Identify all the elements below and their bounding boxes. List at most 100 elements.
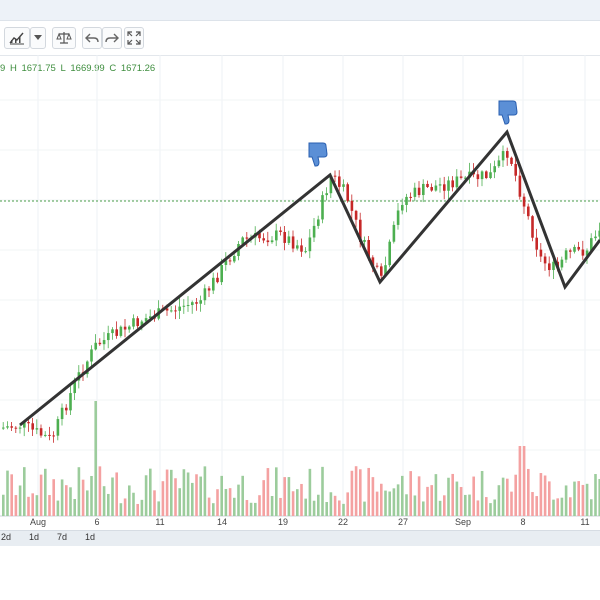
x-tick-label: 11 (580, 517, 589, 527)
volume-bar (36, 495, 39, 516)
volume-bar (262, 480, 265, 516)
volume-bar (304, 499, 307, 516)
volume-bar (485, 497, 488, 516)
volume-bar (82, 480, 85, 516)
candlestick (401, 205, 404, 211)
volume-bar (414, 495, 417, 516)
volume-bar (565, 485, 568, 516)
volume-bar (162, 481, 165, 516)
volume-bar (460, 487, 463, 516)
candlestick (271, 240, 274, 242)
volume-bar (40, 475, 43, 516)
candlestick (430, 187, 433, 191)
volume-bar (183, 469, 186, 516)
volume-bar (141, 500, 144, 516)
candlestick (246, 237, 249, 238)
candlestick (107, 333, 110, 340)
volume-bar (237, 485, 240, 516)
redo-icon[interactable] (102, 27, 122, 49)
candlestick (523, 197, 526, 207)
volume-bar (90, 476, 93, 516)
volume-bar (250, 503, 253, 516)
volume-bar (384, 491, 387, 516)
candlestick (405, 197, 408, 205)
volume-bar (422, 501, 425, 516)
candlestick (229, 260, 232, 261)
candlestick (136, 318, 139, 326)
volume-bar (510, 492, 513, 516)
timeframe-1d-alt[interactable]: 1d (85, 532, 95, 542)
volume-bar (489, 503, 492, 516)
volume-bar (258, 495, 261, 516)
volume-bar (115, 472, 118, 516)
candlestick (65, 408, 68, 411)
candlestick (502, 151, 505, 160)
timeframe-2d[interactable]: 2d (1, 532, 11, 542)
chart-type-icon[interactable] (4, 27, 30, 49)
candlestick (187, 305, 190, 306)
undo-icon[interactable] (82, 27, 102, 49)
volume-bar (594, 474, 597, 516)
candlestick (111, 329, 114, 333)
volume-bar (208, 498, 211, 516)
volume-bar (502, 478, 505, 516)
candlestick (170, 310, 173, 311)
volume-bar (120, 503, 123, 516)
price-chart[interactable]: Aug 6 11 14 19 22 27 Sep 8 11 (0, 55, 600, 530)
candlestick (363, 240, 366, 242)
candlestick (439, 184, 442, 185)
volume-bars (2, 401, 600, 516)
volume-bar (296, 489, 299, 516)
x-tick-label: 8 (520, 517, 525, 527)
volume-bar (52, 479, 55, 516)
top-bar (0, 0, 600, 21)
candlestick (351, 201, 354, 211)
candlestick (456, 176, 459, 187)
volume-bar (166, 470, 169, 516)
candlestick (178, 307, 181, 311)
candlestick (321, 195, 324, 219)
volume-bar (372, 477, 375, 516)
timeframe-1d[interactable]: 1d (29, 532, 39, 542)
candlestick (552, 262, 555, 270)
chevron-down-icon[interactable] (30, 27, 46, 49)
candlestick (69, 393, 72, 410)
candlestick (103, 340, 106, 344)
volume-bar (418, 476, 421, 516)
volume-bar (86, 490, 89, 516)
compare-scale-icon[interactable] (52, 27, 76, 49)
volume-bar (556, 498, 559, 516)
candlestick (338, 176, 341, 186)
candlestick (296, 245, 299, 248)
zigzag-pattern-line (20, 132, 600, 425)
candlestick (40, 428, 43, 435)
volume-bar (15, 495, 18, 516)
candlestick (183, 306, 186, 307)
volume-bar (57, 501, 60, 516)
candlestick (115, 329, 118, 336)
timeframe-7d[interactable]: 7d (57, 532, 67, 542)
candlestick (208, 288, 211, 290)
volume-bar (493, 499, 496, 516)
volume-bar (246, 500, 249, 516)
x-tick-label: 11 (155, 517, 164, 527)
candlestick (267, 240, 270, 242)
volume-bar (359, 469, 362, 516)
chart-toolbar (0, 21, 600, 56)
volume-bar (582, 485, 585, 516)
volume-bar (78, 467, 81, 516)
candlestick (262, 238, 265, 240)
candlestick (317, 219, 320, 225)
volume-bar (65, 485, 68, 516)
volume-bar (338, 500, 341, 516)
candlestick (94, 343, 97, 350)
candlestick (120, 327, 123, 336)
volume-bar (426, 487, 429, 516)
candlestick (426, 184, 429, 187)
x-tick-label: 14 (217, 517, 227, 527)
x-tick-label: 19 (278, 517, 288, 527)
candlestick (481, 171, 484, 179)
fullscreen-icon[interactable] (124, 27, 144, 49)
volume-bar (351, 471, 354, 516)
volume-bar (573, 482, 576, 516)
